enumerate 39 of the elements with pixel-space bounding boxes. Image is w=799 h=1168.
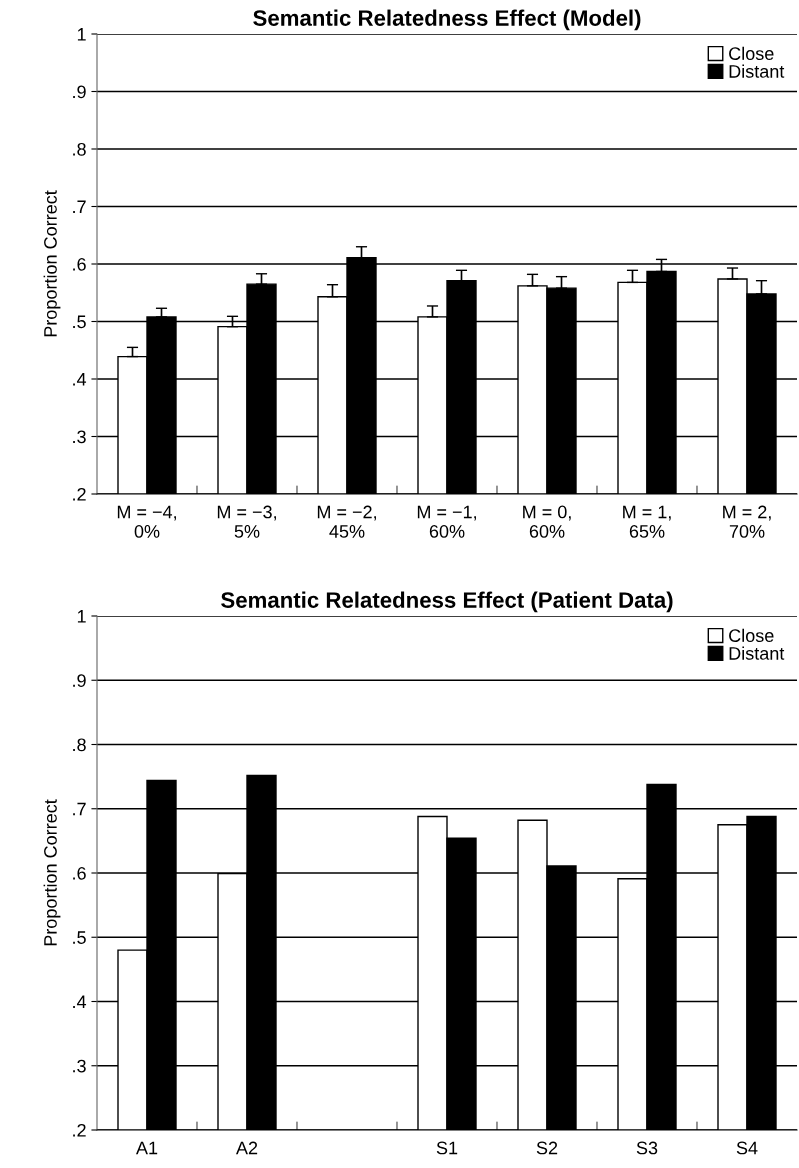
x-tick-label: M = 2, 70% [723, 505, 771, 538]
y-tick-label: .5 [73, 315, 86, 329]
x-tick-label: S2 [536, 1141, 558, 1155]
y-tick-label: 1 [77, 28, 86, 41]
y-tick-label: .4 [73, 373, 87, 386]
y-tick-label: .2 [73, 1123, 86, 1137]
legend-label: Close [729, 628, 774, 642]
x-tick-label: M = −3, 5% [217, 505, 276, 538]
y-tick-label: .3 [73, 1059, 86, 1073]
x-tick-label: A2 [235, 1141, 258, 1155]
x-tick-label: M = 0, 60% [523, 505, 571, 538]
y-tick-label: .5 [73, 931, 86, 944]
x-tick-label: M = 1, 65% [623, 505, 671, 538]
x-tick-label: S4 [736, 1141, 758, 1155]
y-tick-label: .4 [73, 995, 87, 1009]
x-tick-label: S1 [436, 1141, 458, 1155]
y-tick-label: 1 [77, 610, 86, 623]
y-axis-title: Proportion Correct [43, 190, 61, 337]
y-tick-label: .8 [73, 738, 86, 752]
y-tick-label: .3 [73, 430, 86, 444]
x-tick-label: M = −4, 0% [117, 505, 176, 538]
legend-label: Close [729, 46, 774, 60]
legend-label: Distant [729, 646, 785, 660]
y-tick-label: .6 [73, 866, 86, 880]
y-tick-label: .9 [73, 85, 86, 99]
chart-title: Semantic Relatedness Effect (Patient Data) [221, 591, 673, 613]
y-tick-label: .6 [73, 257, 86, 271]
y-axis-title: Proportion Correct [43, 799, 61, 946]
y-tick-label: .9 [73, 674, 86, 687]
x-tick-label: S3 [636, 1141, 658, 1155]
chart-title: Semantic Relatedness Effect (Model) [253, 9, 641, 31]
x-tick-label: M = −1, 60% [417, 505, 476, 538]
legend-label: Distant [729, 64, 785, 78]
x-tick-label: A1 [135, 1141, 158, 1155]
x-tick-label: M = −2, 45% [317, 505, 376, 538]
y-tick-label: .7 [73, 200, 86, 214]
y-tick-label: .7 [73, 802, 86, 816]
y-tick-label: .2 [73, 487, 86, 501]
y-tick-label: .8 [73, 142, 86, 156]
